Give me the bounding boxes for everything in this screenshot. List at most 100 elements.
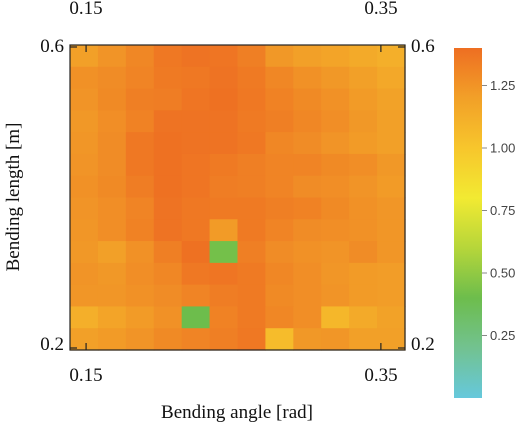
heatmap-cell <box>349 284 378 308</box>
colorbar-tick-label: 1.25 <box>490 78 515 93</box>
heatmap-cell <box>237 66 267 90</box>
axis-ticks <box>70 45 405 350</box>
heatmap-cell <box>125 110 155 133</box>
heatmap-cell <box>209 45 239 68</box>
heatmap-cell <box>70 132 99 155</box>
heatmap-cell <box>377 262 406 286</box>
heatmap-cell <box>321 153 350 177</box>
heatmap-cell <box>209 132 239 155</box>
heatmap-cell <box>125 132 155 155</box>
heatmap-cell <box>349 66 378 90</box>
heatmap-cell <box>125 241 155 264</box>
heatmap-cell <box>97 262 127 286</box>
x-axis-title: Bending angle [rad] <box>161 402 313 423</box>
y-axis-title: Bending length [m] <box>3 123 24 272</box>
heatmap-cell <box>153 175 183 199</box>
heatmap-cell <box>321 66 350 90</box>
heatmap-cell <box>321 219 350 242</box>
heatmap-cell <box>293 153 322 177</box>
heatmap-cell <box>153 132 183 155</box>
heatmap-cell <box>181 153 211 177</box>
heatmap-cell <box>70 88 99 111</box>
heatmap-cell <box>209 306 239 329</box>
heatmap-cell <box>321 110 350 133</box>
heatmap-cell <box>97 175 127 199</box>
x-tick-bottom-right: 0.35 <box>364 365 397 386</box>
heatmap-cell <box>209 153 239 177</box>
heatmap-cell <box>237 132 267 155</box>
colorbar-ticks: 0.25 0.50 0.75 1.00 1.25 <box>482 78 515 343</box>
heatmap-cell <box>153 241 183 264</box>
heatmap-cell <box>97 45 127 68</box>
y-tick-right-top: 0.6 <box>411 36 435 57</box>
heatmap-cell <box>349 110 378 133</box>
heatmap-cell <box>70 175 99 199</box>
heatmap-cell <box>293 241 322 264</box>
colorbar-tick-label: 0.50 <box>490 266 515 281</box>
heatmap-cell <box>377 132 406 155</box>
heatmap-cell <box>377 328 406 351</box>
heatmap-cell <box>237 110 267 133</box>
heatmap-cell <box>209 88 239 111</box>
heatmap-cell <box>321 262 350 286</box>
x-tick-top-left: 0.15 <box>69 0 102 19</box>
heatmap-cell <box>349 132 378 155</box>
heatmap-cell <box>349 219 378 242</box>
heatmap-cell <box>237 219 267 242</box>
heatmap-cell <box>70 284 99 308</box>
heatmap-cell <box>125 175 155 199</box>
heatmap-cell <box>209 175 239 199</box>
heatmap-cell <box>237 328 267 351</box>
colorbar-tick-label: 0.25 <box>490 328 515 343</box>
heatmap-cell <box>237 241 267 264</box>
heatmap-cell <box>97 110 127 133</box>
heatmap-cell <box>125 66 155 90</box>
heatmap-cell <box>70 45 99 68</box>
heatmap-cell <box>349 328 378 351</box>
heatmap-cell <box>377 219 406 242</box>
heatmap-cell <box>181 219 211 242</box>
heatmap-cell <box>209 284 239 308</box>
x-tick-bottom-left: 0.15 <box>69 365 102 386</box>
heatmap-cell <box>265 45 294 68</box>
x-tick-top-right: 0.35 <box>364 0 397 19</box>
heatmap-cell <box>293 66 322 90</box>
heatmap-cell <box>153 153 183 177</box>
heatmap-cell <box>181 45 211 68</box>
heatmap-cell <box>349 197 378 220</box>
heatmap-cell <box>293 219 322 242</box>
plot-frame <box>69 44 406 351</box>
heatmap-cell <box>265 197 294 220</box>
heatmap-cell <box>181 175 211 199</box>
heatmap-cell <box>237 153 267 177</box>
heatmap-cell <box>125 219 155 242</box>
heatmap-cell <box>265 66 294 90</box>
heatmap-cell <box>265 88 294 111</box>
heatmap-cell <box>153 66 183 90</box>
heatmap-cell <box>237 262 267 286</box>
heatmap-cell <box>125 284 155 308</box>
heatmap-cell <box>321 241 350 264</box>
heatmap-cell <box>153 197 183 220</box>
y-tick-left-bottom: 0.2 <box>40 334 64 355</box>
heatmap-cell <box>70 153 99 177</box>
heatmap-cell <box>97 132 127 155</box>
heatmap-cell <box>181 88 211 111</box>
heatmap-cell <box>153 262 183 286</box>
heatmap-cell <box>237 306 267 329</box>
heatmap-cell <box>377 306 406 329</box>
colorbar <box>454 48 482 398</box>
heatmap-cell <box>209 110 239 133</box>
heatmap-cell <box>70 197 99 220</box>
heatmap-cell <box>377 88 406 111</box>
heatmap-cell <box>70 241 99 264</box>
heatmap-cell <box>293 110 322 133</box>
heatmap-cell <box>265 132 294 155</box>
heatmap-cell <box>181 284 211 308</box>
heatmap-cell <box>377 153 406 177</box>
heatmap-cell <box>265 110 294 133</box>
heatmap-cell <box>153 284 183 308</box>
heatmap-cell <box>153 110 183 133</box>
heatmap-cell <box>321 197 350 220</box>
heatmap-cell <box>265 306 294 329</box>
